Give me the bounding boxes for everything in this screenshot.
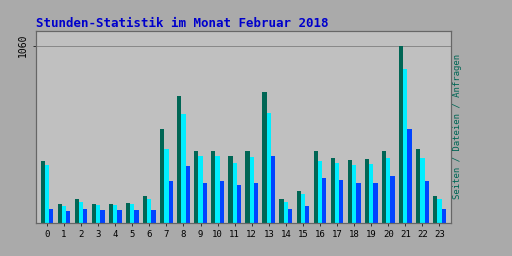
Bar bbox=[245, 151, 250, 223]
Bar bbox=[237, 185, 241, 223]
Bar bbox=[339, 180, 344, 223]
Bar bbox=[135, 210, 139, 223]
Bar bbox=[45, 165, 49, 223]
Bar bbox=[356, 184, 360, 223]
Bar bbox=[284, 202, 288, 223]
Bar bbox=[263, 92, 267, 223]
Bar bbox=[250, 157, 254, 223]
Bar bbox=[433, 196, 437, 223]
Bar bbox=[352, 165, 356, 223]
Bar bbox=[416, 149, 420, 223]
Bar bbox=[382, 151, 386, 223]
Bar bbox=[199, 156, 203, 223]
Bar bbox=[408, 129, 412, 223]
Bar bbox=[75, 199, 79, 223]
Bar bbox=[386, 158, 391, 223]
Bar bbox=[92, 204, 96, 223]
Bar bbox=[305, 206, 309, 223]
Bar bbox=[181, 114, 186, 223]
Bar bbox=[267, 113, 271, 223]
Bar bbox=[49, 209, 53, 223]
Bar bbox=[391, 176, 395, 223]
Bar bbox=[314, 151, 318, 223]
Bar bbox=[322, 178, 327, 223]
Bar bbox=[232, 163, 237, 223]
Bar bbox=[318, 161, 322, 223]
Bar bbox=[96, 205, 100, 223]
Bar bbox=[335, 163, 339, 223]
Bar bbox=[420, 158, 424, 223]
Bar bbox=[399, 46, 403, 223]
Bar bbox=[271, 156, 275, 223]
Bar bbox=[288, 209, 292, 223]
Bar bbox=[296, 191, 301, 223]
Bar bbox=[280, 199, 284, 223]
Bar bbox=[437, 199, 442, 223]
Bar bbox=[58, 204, 62, 223]
Bar bbox=[403, 69, 408, 223]
Bar bbox=[254, 183, 258, 223]
Bar bbox=[301, 194, 305, 223]
Bar bbox=[66, 211, 71, 223]
Bar bbox=[216, 156, 220, 223]
Bar bbox=[168, 181, 173, 223]
Bar bbox=[203, 183, 207, 223]
Bar bbox=[130, 204, 135, 223]
Y-axis label: Seiten / Dateien / Anfragen: Seiten / Dateien / Anfragen bbox=[453, 54, 462, 199]
Bar bbox=[442, 209, 446, 223]
Bar bbox=[220, 181, 224, 223]
Bar bbox=[152, 210, 156, 223]
Bar bbox=[164, 149, 168, 223]
Bar bbox=[373, 183, 378, 223]
Bar bbox=[113, 205, 117, 223]
Bar bbox=[211, 151, 216, 223]
Bar bbox=[143, 196, 147, 223]
Bar bbox=[369, 164, 373, 223]
Bar bbox=[365, 159, 369, 223]
Bar bbox=[186, 166, 190, 223]
Bar bbox=[100, 210, 104, 223]
Bar bbox=[194, 151, 199, 223]
Bar bbox=[40, 161, 45, 223]
Bar bbox=[62, 206, 66, 223]
Bar bbox=[83, 209, 88, 223]
Bar bbox=[126, 203, 130, 223]
Bar bbox=[147, 198, 152, 223]
Bar bbox=[109, 204, 113, 223]
Bar bbox=[117, 210, 122, 223]
Bar bbox=[424, 181, 429, 223]
Bar bbox=[228, 156, 232, 223]
Bar bbox=[331, 158, 335, 223]
Bar bbox=[160, 129, 164, 223]
Bar bbox=[177, 96, 181, 223]
Bar bbox=[79, 202, 83, 223]
Text: Stunden-Statistik im Monat Februar 2018: Stunden-Statistik im Monat Februar 2018 bbox=[36, 17, 328, 29]
Bar bbox=[348, 160, 352, 223]
